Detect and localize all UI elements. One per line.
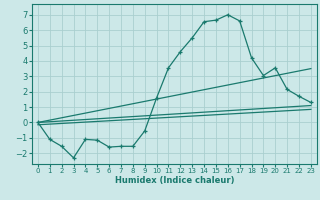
X-axis label: Humidex (Indice chaleur): Humidex (Indice chaleur)	[115, 176, 234, 185]
